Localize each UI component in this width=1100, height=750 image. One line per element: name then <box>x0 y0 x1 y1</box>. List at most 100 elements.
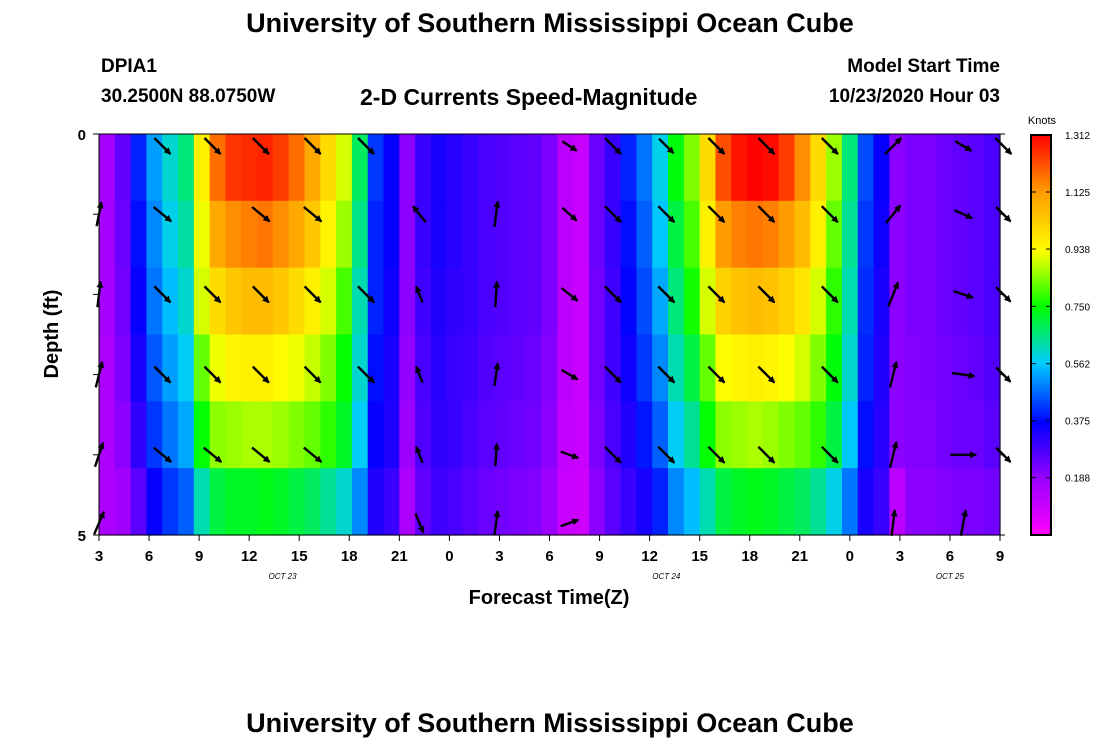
heatmap-cell <box>762 468 780 536</box>
heatmap-cell <box>841 401 859 469</box>
heatmap-cell <box>683 334 701 402</box>
heatmap-cell <box>525 267 543 336</box>
heatmap-cell <box>351 401 369 469</box>
heatmap-cell <box>478 334 495 402</box>
heatmap-cell <box>146 267 163 336</box>
heatmap-cell <box>652 267 669 336</box>
heatmap-cell <box>810 134 827 202</box>
x-tick-label: 9 <box>595 548 603 565</box>
current-vector <box>152 446 172 463</box>
heatmap-cell <box>636 267 653 336</box>
heatmap-cell <box>320 401 337 469</box>
heatmap-cell <box>193 134 211 202</box>
current-vector <box>561 140 578 152</box>
heatmap-cell <box>478 134 495 202</box>
heatmap-cell <box>636 334 653 402</box>
heatmap-cell <box>320 200 337 269</box>
heatmap-cell <box>430 267 448 336</box>
heatmap-cell <box>747 134 764 202</box>
heatmap-cell <box>620 468 638 536</box>
current-vector <box>251 446 271 463</box>
heatmap-cell <box>430 200 448 269</box>
heatmap-cell <box>905 401 922 469</box>
heatmap-cell <box>509 267 527 336</box>
x-tick-label: 0 <box>846 548 854 565</box>
heatmap-cell <box>399 468 416 536</box>
current-vector <box>887 281 900 307</box>
heatmap-cell <box>589 401 606 469</box>
current-vector <box>251 365 270 384</box>
heatmap-cell <box>257 468 274 536</box>
heatmap-cell <box>383 267 400 336</box>
heatmap-cell <box>873 267 890 336</box>
current-vector <box>757 137 776 155</box>
heatmap-cell <box>652 200 669 269</box>
heatmap-cell <box>731 334 748 402</box>
heatmap-cell <box>873 334 890 402</box>
colorbar: Knots 0.188 0.375 0.562 0.750 0.938 1.125 1.31… <box>1028 115 1090 536</box>
axes: 3 6 9 12 15 18 21 0 3 6 9 12 15 18 21 0 3 6 9 OCT 23 OCT 24 O… <box>78 127 1005 581</box>
heatmap-cell <box>557 200 574 269</box>
heatmap-cell <box>130 334 148 402</box>
heatmap-cell <box>636 468 653 536</box>
heatmap-cell <box>162 200 179 269</box>
heatmap-cell <box>573 334 590 402</box>
current-vector <box>757 205 776 224</box>
heatmap-cell <box>920 134 938 202</box>
heatmap-cell <box>351 134 369 202</box>
heatmap-cell <box>668 468 685 536</box>
heatmap-cell <box>367 401 385 469</box>
current-vector <box>994 137 1013 155</box>
current-vector <box>251 137 270 155</box>
heatmap-cell <box>399 401 416 469</box>
heatmap-cell <box>620 267 638 336</box>
heatmap-cell <box>494 334 511 402</box>
current-vector <box>202 446 223 463</box>
footer-title: University of Southern Mississippi Ocean… <box>246 708 854 738</box>
heatmap-cell <box>810 267 827 336</box>
heatmap-cell <box>731 134 748 202</box>
heatmap-cell <box>99 200 116 269</box>
heatmap-cell <box>604 134 622 202</box>
heatmap-cell <box>936 200 954 269</box>
colorbar-tick-label: 0.562 <box>1065 360 1090 371</box>
current-vector <box>820 205 839 224</box>
x-tick-label: 15 <box>691 548 708 565</box>
current-vector <box>357 285 375 304</box>
heatmap-cell <box>952 267 969 336</box>
heatmap-cell <box>668 134 685 202</box>
heatmap-cell <box>509 401 527 469</box>
current-vector <box>303 285 322 304</box>
heatmap-cell <box>841 267 859 336</box>
heatmap-cell <box>304 334 321 402</box>
heatmap-cell <box>162 468 179 536</box>
heatmap-cell <box>130 401 148 469</box>
current-vector <box>203 137 222 155</box>
heatmap-cell <box>936 468 954 536</box>
current-vector <box>604 365 622 384</box>
heatmap-cell <box>889 134 906 202</box>
heatmap-cell <box>573 134 590 202</box>
heatmap-cell <box>636 401 653 469</box>
heatmap-cell <box>762 334 780 402</box>
heatmap-cell <box>778 468 796 536</box>
heatmap-cell <box>288 134 306 202</box>
heatmap-cell <box>241 134 258 202</box>
heatmap-cell <box>636 134 653 202</box>
heatmap-cell <box>557 468 574 536</box>
heatmap-cell <box>683 468 701 536</box>
heatmap-cell <box>968 468 985 536</box>
heatmap-cell <box>573 401 590 469</box>
heatmap-cell <box>873 468 890 536</box>
heatmap-cell <box>778 134 796 202</box>
colorbar-tick-label: 1.312 <box>1065 131 1090 142</box>
current-vector <box>954 209 974 220</box>
heatmap-cell <box>857 200 875 269</box>
x-tick-label: 21 <box>791 548 808 565</box>
heatmap-cell <box>336 468 353 536</box>
x-tick-label: 3 <box>95 548 103 565</box>
current-vector <box>707 365 726 384</box>
heatmap-cell <box>146 200 163 269</box>
heatmap-cell <box>810 468 827 536</box>
heatmap-cell <box>209 334 227 402</box>
